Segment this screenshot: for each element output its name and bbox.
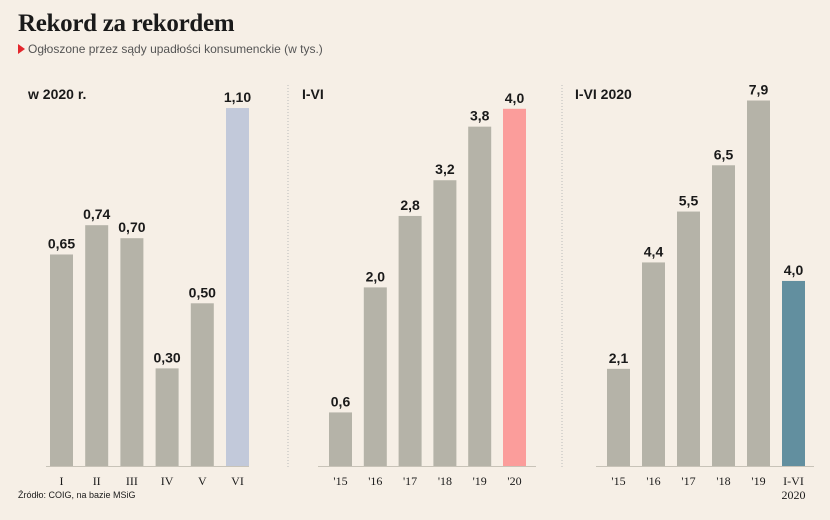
data-label: 0,6 <box>331 393 351 409</box>
bar <box>677 211 700 466</box>
bar <box>329 412 352 466</box>
data-label: 4,0 <box>784 262 804 278</box>
bar <box>155 368 179 466</box>
data-label: 2,1 <box>609 350 629 366</box>
x-tick-label: '15 <box>611 474 625 488</box>
panel-title: I-VI 2020 <box>575 86 632 102</box>
x-tick-label: '16 <box>368 474 382 488</box>
bar <box>503 108 526 466</box>
x-tick-label: VI <box>231 474 244 488</box>
data-label: 7,9 <box>749 82 769 98</box>
data-label: 0,70 <box>118 219 145 235</box>
data-label: 6,5 <box>714 146 734 162</box>
bar <box>468 126 492 467</box>
bar <box>712 165 735 467</box>
bar <box>226 108 249 466</box>
bar <box>363 287 387 466</box>
x-tick-label: '18 <box>716 474 730 488</box>
panel-title: I-VI <box>302 86 324 102</box>
bar <box>50 254 73 466</box>
bar <box>782 280 805 466</box>
bar <box>398 215 422 466</box>
x-tick-label: '17 <box>681 474 695 488</box>
data-label: 5,5 <box>679 193 699 209</box>
data-label: 0,30 <box>153 349 180 365</box>
panel-title: w 2020 r. <box>27 86 86 102</box>
x-tick-label: III <box>126 474 138 488</box>
x-tick-label: II <box>93 474 101 488</box>
chart-title: Rekord za rekordem <box>18 10 235 37</box>
x-tick-label: '18 <box>438 474 452 488</box>
data-label: 1,10 <box>224 89 251 105</box>
x-tick-label: '19 <box>473 474 487 488</box>
bar <box>642 262 665 466</box>
bar <box>120 238 144 466</box>
data-label: 0,65 <box>48 235 75 251</box>
source-note: Źródło: COIG, na bazie MSiG <box>18 490 136 500</box>
chart-subtitle: Ogłoszone przez sądy upadłości konsumenc… <box>28 42 323 56</box>
data-label: 0,50 <box>189 284 216 300</box>
data-label: 3,2 <box>435 161 455 177</box>
data-label: 4,4 <box>644 243 664 259</box>
triangle-marker-icon <box>18 44 25 54</box>
x-tick-label: '17 <box>403 474 417 488</box>
bar <box>607 368 630 466</box>
x-tick-label: '20 <box>507 474 521 488</box>
x-tick-label: IV <box>161 474 174 488</box>
data-label: 2,8 <box>400 197 420 213</box>
x-tick-label: 2020 <box>782 488 806 502</box>
x-tick-label: '15 <box>333 474 347 488</box>
x-tick-label: I <box>60 474 64 488</box>
x-tick-label: '19 <box>751 474 765 488</box>
x-tick-label: '16 <box>646 474 660 488</box>
bar <box>190 303 214 466</box>
x-tick-label: I-VI <box>783 474 804 488</box>
bar <box>85 225 109 466</box>
data-label: 4,0 <box>505 90 525 106</box>
x-tick-label: V <box>198 474 207 488</box>
subtitle-row: Ogłoszone przez sądy upadłości konsumenc… <box>18 42 323 56</box>
bar <box>747 100 770 466</box>
data-label: 0,74 <box>83 206 110 222</box>
data-label: 2,0 <box>366 268 386 284</box>
bar <box>433 180 457 467</box>
data-label: 3,8 <box>470 108 490 124</box>
